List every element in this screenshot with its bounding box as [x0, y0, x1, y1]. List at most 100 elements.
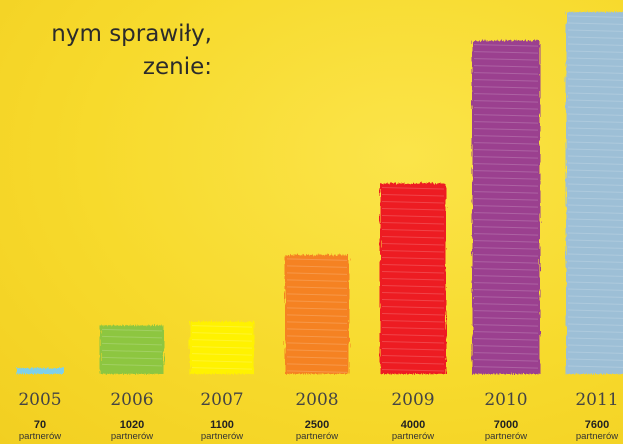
bar-texture-line: [567, 288, 623, 291]
bar-texture-line: [381, 291, 445, 295]
bar-texture-line: [567, 141, 623, 144]
bar-texture-line: [473, 198, 539, 201]
bar-texture-line: [286, 342, 348, 345]
bar-texture-line: [381, 326, 445, 330]
unit-label-2008: partnerów: [296, 431, 338, 442]
bar-texture-line: [473, 163, 539, 166]
bar-2005: [16, 368, 64, 374]
year-label-2005: 2005: [18, 390, 61, 410]
bar-texture-line: [101, 356, 163, 360]
year-label-2007: 2007: [200, 390, 243, 410]
bar-texture-line: [567, 295, 623, 298]
bar-texture-line: [381, 263, 445, 267]
bar-texture-line: [473, 149, 539, 152]
bar-texture-line: [567, 113, 623, 116]
bar-texture-line: [286, 258, 348, 261]
bar-texture-line: [567, 239, 623, 242]
bar-texture-line: [473, 93, 539, 96]
bar-texture-line: [473, 121, 539, 124]
bar-texture-line: [473, 240, 539, 243]
value-label-2008: 2500: [305, 419, 329, 431]
bar-texture-line: [381, 284, 445, 288]
bar-texture-line: [567, 120, 623, 123]
bar-texture-line: [473, 219, 539, 222]
bar-texture-line: [567, 22, 623, 25]
bar-texture-line: [567, 190, 623, 193]
bar-texture-line: [473, 261, 539, 264]
value-label-2009: 4000: [401, 419, 425, 431]
heading-line-2: zenie:: [142, 54, 212, 80]
bar-texture-line: [381, 207, 445, 211]
bar-texture-line: [473, 79, 539, 82]
bar-texture-line: [473, 310, 539, 313]
bar-texture-line: [473, 338, 539, 341]
bar-fill-2006: [100, 325, 164, 374]
bar-texture-line: [286, 356, 348, 359]
bar-texture-line: [381, 200, 445, 204]
bar-texture-line: [473, 65, 539, 68]
bar-texture-line: [473, 170, 539, 173]
bar-texture-line: [473, 86, 539, 89]
bar-texture-line: [567, 232, 623, 235]
unit-label-2005: partnerów: [19, 431, 61, 442]
bar-texture-line: [567, 302, 623, 305]
bar-texture-line: [567, 309, 623, 312]
bar-texture-line: [567, 50, 623, 53]
bar-texture-line: [473, 303, 539, 306]
bar-texture-line: [473, 58, 539, 61]
unit-label-2010: partnerów: [485, 431, 527, 442]
bar-texture-line: [381, 368, 445, 372]
bar-texture-line: [473, 72, 539, 75]
bar-texture-line: [473, 366, 539, 369]
bar-texture-line: [567, 365, 623, 368]
bar-texture-line: [381, 361, 445, 365]
bar-texture-line: [567, 29, 623, 32]
bar-texture-line: [191, 339, 253, 342]
bar-texture-line: [567, 92, 623, 95]
bar-texture-line: [567, 169, 623, 172]
bar-2011: [566, 12, 623, 374]
bar-texture-line: [473, 114, 539, 117]
bar-texture-line: [381, 214, 445, 218]
bar-texture-line: [567, 330, 623, 333]
bar-texture-line: [567, 162, 623, 165]
bar-texture-line: [567, 337, 623, 340]
bar-2007: [190, 321, 254, 374]
bar-texture-line: [286, 265, 348, 268]
bar-texture-line: [567, 204, 623, 207]
bar-texture-line: [381, 277, 445, 281]
bar-texture-line: [567, 43, 623, 46]
bar-texture-line: [381, 347, 445, 351]
bar-texture-line: [381, 319, 445, 323]
bar-texture-line: [473, 268, 539, 271]
bar-texture-line: [101, 342, 163, 346]
bar-texture-line: [473, 107, 539, 110]
bar-texture-line: [567, 176, 623, 179]
unit-label-2009: partnerów: [392, 431, 434, 442]
bar-texture-line: [286, 286, 348, 289]
bar-texture-line: [473, 254, 539, 257]
bar-texture-line: [381, 270, 445, 274]
bar-texture-line: [473, 345, 539, 348]
bar-texture-line: [567, 260, 623, 263]
unit-label-2011: partnerów: [576, 431, 618, 442]
bar-texture-line: [473, 44, 539, 47]
bar-texture-line: [473, 191, 539, 194]
bar-texture-line: [473, 212, 539, 215]
value-label-2007: 1100: [210, 419, 234, 431]
bar-texture-line: [567, 274, 623, 277]
bar-texture-line: [473, 275, 539, 278]
bar-texture-line: [286, 272, 348, 275]
bar-texture-line: [473, 247, 539, 250]
bar-fill-2005: [16, 368, 64, 374]
bar-texture-line: [567, 253, 623, 256]
bar-2010: [472, 40, 540, 374]
bar-texture-line: [567, 246, 623, 249]
bar-texture-line: [473, 135, 539, 138]
bar-texture-line: [381, 256, 445, 260]
bar-texture-line: [567, 211, 623, 214]
bar-texture-line: [567, 344, 623, 347]
bar-fill-2008: [285, 254, 349, 374]
bar-texture-line: [567, 218, 623, 221]
unit-label-2007: partnerów: [201, 431, 243, 442]
